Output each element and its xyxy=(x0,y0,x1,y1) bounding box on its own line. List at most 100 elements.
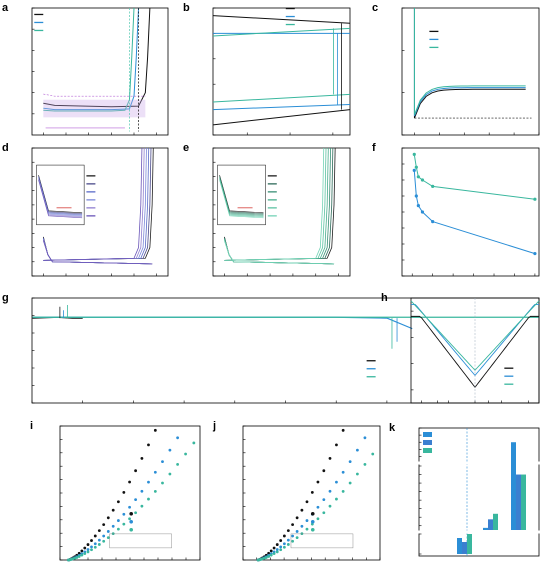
data-point xyxy=(316,505,320,509)
data-point xyxy=(295,530,299,533)
bar xyxy=(483,527,488,530)
data-point xyxy=(275,550,279,554)
bar xyxy=(493,513,498,530)
data-point xyxy=(295,516,299,520)
data-point xyxy=(147,497,150,501)
data-point xyxy=(322,469,326,473)
legend-marker xyxy=(129,511,133,516)
data-point xyxy=(279,539,283,542)
panel-g-frame xyxy=(31,297,540,404)
data-point xyxy=(322,511,326,515)
data-point xyxy=(122,522,126,526)
data-point xyxy=(93,545,97,549)
inset-line xyxy=(38,179,83,219)
bar xyxy=(457,538,462,554)
data-point xyxy=(134,498,138,501)
series-line xyxy=(224,240,335,265)
data-point xyxy=(305,500,309,504)
data-point xyxy=(93,542,97,546)
data-point xyxy=(305,527,309,531)
panel-d-frame xyxy=(31,147,169,277)
data-point xyxy=(267,555,271,558)
data-point xyxy=(341,470,345,474)
data-point xyxy=(328,504,332,508)
data-point xyxy=(153,470,157,474)
data-point xyxy=(363,462,367,466)
data-point xyxy=(300,532,304,536)
polarization-band xyxy=(43,93,146,97)
data-point xyxy=(322,498,326,501)
data-point xyxy=(140,489,144,493)
panel-j: j xyxy=(212,420,381,562)
data-point xyxy=(168,472,172,476)
data-point xyxy=(176,436,180,440)
series-line xyxy=(212,15,351,24)
data-point xyxy=(161,460,164,464)
data-point xyxy=(106,536,110,540)
data-point xyxy=(83,546,87,550)
legend-marker xyxy=(423,448,432,453)
data-point xyxy=(77,551,81,555)
data-point xyxy=(116,527,120,531)
data-point xyxy=(128,480,131,484)
data-point xyxy=(414,165,418,169)
data-point xyxy=(295,536,299,540)
data-point xyxy=(153,428,157,432)
legend-marker xyxy=(310,519,315,524)
data-point xyxy=(291,523,294,526)
data-point xyxy=(310,490,314,494)
data-point xyxy=(116,500,120,504)
panel-b: b xyxy=(183,2,351,136)
data-point xyxy=(102,539,106,543)
data-point xyxy=(328,456,332,460)
data-point xyxy=(363,436,367,440)
panel-g: g xyxy=(2,292,540,404)
data-point xyxy=(533,252,537,256)
inset-frame xyxy=(217,164,266,226)
panel-d: d xyxy=(2,142,169,277)
legend-marker xyxy=(423,432,432,437)
data-point xyxy=(348,481,352,485)
data-point xyxy=(80,549,84,553)
bar xyxy=(516,474,521,530)
data-point xyxy=(279,548,283,552)
data-point xyxy=(97,538,101,542)
data-point xyxy=(414,194,418,198)
data-point xyxy=(286,543,290,546)
series-line xyxy=(212,109,351,126)
data-point xyxy=(291,534,294,538)
panel-letter: h xyxy=(381,292,388,304)
panel-e-frame xyxy=(212,147,351,277)
data-point xyxy=(305,519,309,522)
data-point xyxy=(75,556,79,559)
data-point xyxy=(286,529,290,533)
data-point xyxy=(300,508,304,512)
bar xyxy=(467,534,472,554)
series-line xyxy=(42,240,153,265)
data-point xyxy=(269,549,273,553)
data-point xyxy=(102,523,106,526)
panel-letter: j xyxy=(212,420,216,432)
panel-b-frame xyxy=(212,7,351,136)
series-line xyxy=(212,93,351,103)
data-point xyxy=(282,545,286,549)
data-point xyxy=(355,472,359,476)
data-point xyxy=(102,534,106,538)
series-line xyxy=(212,104,351,111)
data-point xyxy=(176,462,180,466)
data-point xyxy=(416,175,420,179)
data-point xyxy=(122,512,126,516)
bar xyxy=(511,442,516,530)
data-point xyxy=(97,529,101,533)
data-point xyxy=(279,545,283,549)
data-point xyxy=(300,524,304,528)
data-point xyxy=(147,443,150,447)
legend-marker xyxy=(310,527,315,532)
panel-k: k xyxy=(389,422,541,557)
data-point xyxy=(128,505,131,509)
panel-letter: f xyxy=(372,142,376,154)
data-point xyxy=(275,543,279,546)
data-point xyxy=(335,480,338,484)
data-point xyxy=(153,489,157,493)
